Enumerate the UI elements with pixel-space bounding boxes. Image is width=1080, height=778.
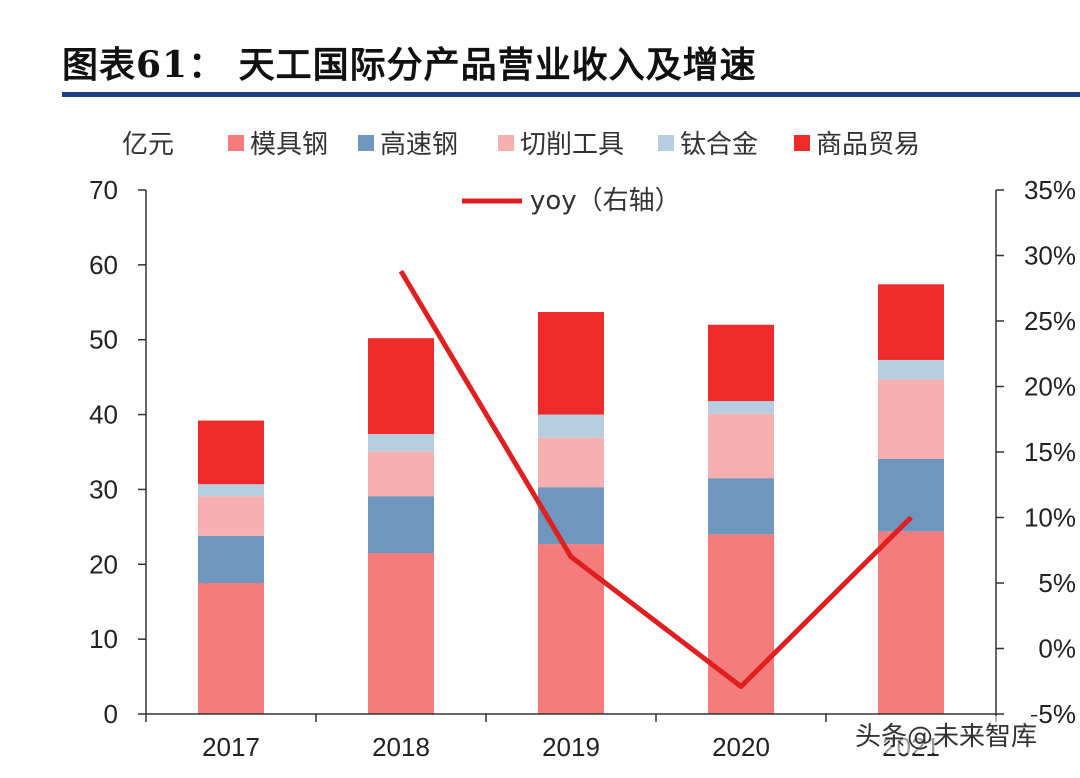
y2-tick-label: 20% xyxy=(1024,372,1076,402)
bar-segment xyxy=(368,451,434,497)
y2-tick-label: -5% xyxy=(1030,699,1076,729)
title-rule xyxy=(62,92,1080,97)
legend-label: 切削工具 xyxy=(520,130,624,160)
legend-swatch xyxy=(358,135,374,151)
bar-segment xyxy=(708,478,774,535)
bar-segment xyxy=(538,437,604,488)
bar-segment xyxy=(708,324,774,402)
y-tick-label: 60 xyxy=(89,250,118,280)
y2-tick-label: 30% xyxy=(1024,241,1076,271)
y-tick-label: 10 xyxy=(89,624,118,654)
legend-item: 高速钢 xyxy=(358,130,458,160)
chart-title: 图表61： 天工国际分产品营业收入及增速 xyxy=(62,44,757,86)
bar-segment xyxy=(708,413,774,479)
y-tick-label: 0 xyxy=(104,699,118,729)
legend-item: 切削工具 xyxy=(498,130,624,160)
bar-segment xyxy=(198,420,264,485)
y2-tick-label: 15% xyxy=(1024,437,1076,467)
y2-tick-label: 5% xyxy=(1038,568,1076,598)
y-tick-label: 20 xyxy=(89,549,118,579)
bar-segment xyxy=(878,531,944,714)
x-tick-label: 2018 xyxy=(372,732,430,762)
y2-tick-label: 35% xyxy=(1024,175,1076,205)
yoy-line xyxy=(398,269,913,689)
bar-segment xyxy=(538,544,604,714)
legend-label: yoy（右轴） xyxy=(530,186,681,216)
y2-tick-label: 10% xyxy=(1024,503,1076,533)
x-tick-label: 2020 xyxy=(712,732,770,762)
legend-label: 商品贸易 xyxy=(816,130,920,160)
y2-tick-label: 25% xyxy=(1024,306,1076,336)
x-tick-label: 2019 xyxy=(542,732,600,762)
bar-segment xyxy=(878,359,944,380)
bar-segment xyxy=(368,553,434,714)
y-tick-label: 70 xyxy=(89,175,118,205)
x-tick-label: 2017 xyxy=(202,732,260,762)
watermark: 头条@未来智库 xyxy=(855,716,1038,753)
y-axis-label: 亿元 xyxy=(122,130,174,160)
bar-segment xyxy=(368,338,434,435)
bar-segment xyxy=(368,434,434,452)
legend-swatch xyxy=(794,135,810,151)
legend-item: 钛合金 xyxy=(658,130,758,160)
bar-segment xyxy=(708,401,774,414)
bar-segment xyxy=(538,312,604,415)
bar-segment xyxy=(198,496,264,536)
yoy-point xyxy=(570,556,572,558)
legend-label: 高速钢 xyxy=(380,130,458,160)
legend-item: 商品贸易 xyxy=(794,130,920,160)
yoy-point xyxy=(740,685,742,687)
y-tick-label: 50 xyxy=(89,325,118,355)
bar-segment xyxy=(198,484,264,497)
yoy-point xyxy=(400,270,402,272)
legend-item-yoy: yoy（右轴） xyxy=(462,186,681,216)
legend-item: 模具钢 xyxy=(228,130,328,160)
y2-tick-label: 0% xyxy=(1038,634,1076,664)
bar-segment xyxy=(878,379,944,459)
legend-swatch xyxy=(228,135,244,151)
bar-segment xyxy=(368,496,434,554)
y-tick-label: 40 xyxy=(89,400,118,430)
yoy-point xyxy=(910,517,912,518)
legend-swatch xyxy=(658,135,674,151)
legend-label: 模具钢 xyxy=(250,130,328,160)
bar-segment xyxy=(198,583,264,714)
y-tick-label: 30 xyxy=(89,474,118,504)
bar-segment xyxy=(198,535,264,583)
bar-segment xyxy=(538,414,604,438)
legend-label: 钛合金 xyxy=(680,130,758,160)
legend-swatch xyxy=(498,135,514,151)
bar-segment xyxy=(878,284,944,360)
